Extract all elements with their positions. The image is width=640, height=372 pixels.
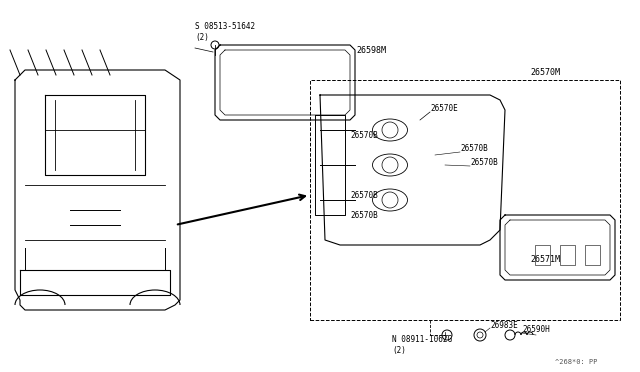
Text: ^268*0: PP: ^268*0: PP <box>555 359 598 365</box>
Bar <box>585 245 600 265</box>
Text: 26590H: 26590H <box>522 326 550 334</box>
Text: 26570E: 26570E <box>430 103 458 112</box>
Bar <box>535 245 550 265</box>
Text: 26570B: 26570B <box>470 157 498 167</box>
Text: 26570M: 26570M <box>530 67 560 77</box>
Bar <box>310 80 620 320</box>
Text: 26983E: 26983E <box>490 321 518 330</box>
Text: N 08911-1062G
(2): N 08911-1062G (2) <box>392 335 452 355</box>
Text: 26598M: 26598M <box>356 45 386 55</box>
Text: S 08513-51642
(2): S 08513-51642 (2) <box>195 22 255 42</box>
Text: 26570B: 26570B <box>350 131 378 140</box>
Text: 26570B: 26570B <box>460 144 488 153</box>
Text: 26570B: 26570B <box>350 211 378 219</box>
Text: 26570B: 26570B <box>350 190 378 199</box>
Text: 26571M: 26571M <box>530 256 560 264</box>
Bar <box>560 245 575 265</box>
